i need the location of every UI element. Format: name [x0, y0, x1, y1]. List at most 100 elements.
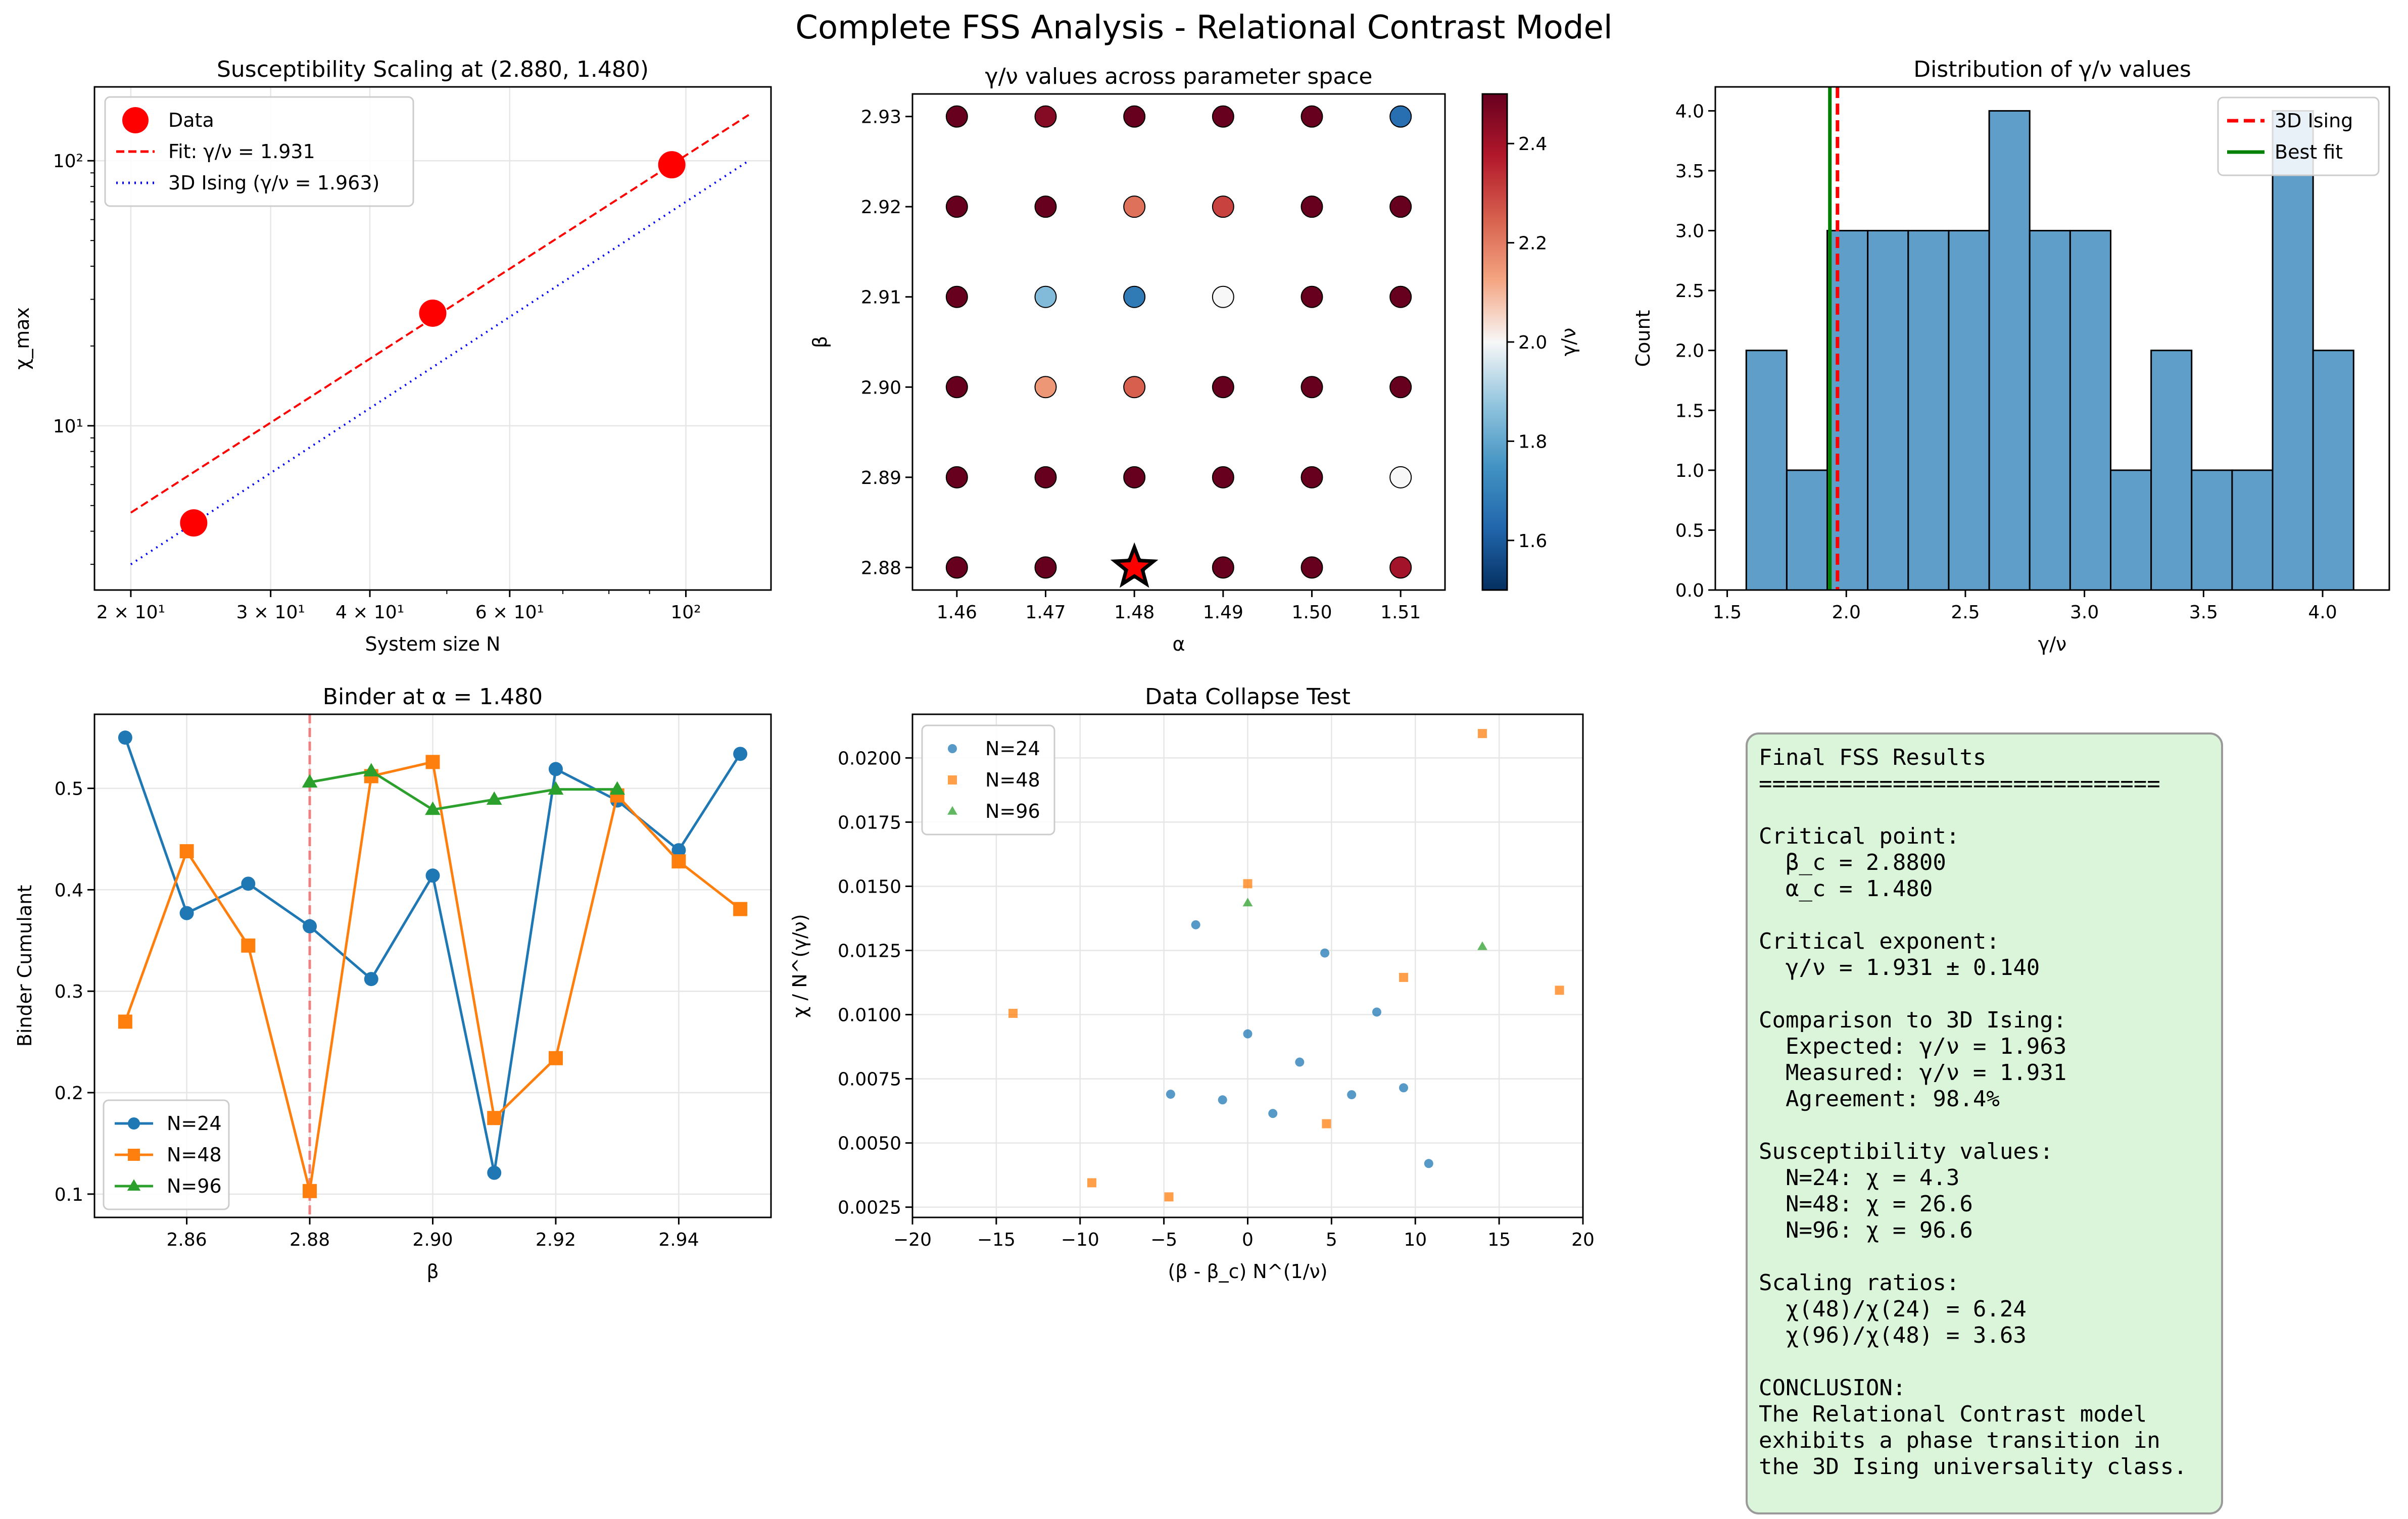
- colorbar-tick-label: 2.2: [1518, 233, 1547, 254]
- distribution-bar: [2231, 469, 2274, 591]
- results-box: Final FSS Results ======================…: [1746, 732, 2223, 1514]
- parameter-space-xtick-label: 1.50: [1291, 602, 1332, 623]
- susceptibility-xtick-label: 10²: [670, 602, 701, 623]
- parameter-space-point: [1123, 376, 1146, 399]
- binder-point: [671, 843, 686, 858]
- parameter-space-point: [1034, 285, 1057, 308]
- susceptibility-legend-box: [104, 96, 414, 207]
- susceptibility-xtick-label: 2 × 10¹: [97, 602, 165, 623]
- parameter-space-point: [1212, 466, 1234, 488]
- binder-series-line: [309, 769, 617, 811]
- parameter-space-point: [1212, 285, 1234, 308]
- distribution-ytick-label: 1.0: [1675, 461, 1704, 481]
- parameter-space-point: [1034, 556, 1057, 579]
- susceptibility-xtick-label: 4 × 10¹: [335, 602, 404, 623]
- collapse-xtick-label: −5: [1150, 1230, 1177, 1250]
- distribution-bar: [2312, 350, 2354, 591]
- collapse-xtick-label: 15: [1487, 1230, 1511, 1250]
- binder-xtick-label: 2.92: [536, 1230, 576, 1250]
- binder-point: [364, 972, 378, 987]
- parameter-space-xlabel: α: [1172, 633, 1185, 655]
- parameter-space-point: [1389, 105, 1412, 128]
- parameter-space-point: [1212, 376, 1234, 399]
- collapse-legend-label: N=96: [985, 800, 1040, 822]
- distribution-ytick-label: 4.0: [1675, 101, 1704, 122]
- collapse-legend-marker: [948, 744, 957, 753]
- binder-point: [548, 781, 564, 795]
- collapse-ytick-label: 0.0200: [838, 748, 901, 769]
- distribution-xtick-label: 2.0: [1832, 602, 1861, 623]
- distribution-bar: [1867, 230, 1909, 591]
- distribution-legend-label: Best fit: [2275, 141, 2343, 163]
- distribution-ylabel: Count: [1632, 310, 1654, 367]
- collapse-title: Data Collapse Test: [1145, 684, 1351, 710]
- binder-ytick-label: 0.3: [55, 982, 83, 1002]
- collapse-ytick-label: 0.0100: [838, 1005, 901, 1026]
- colorbar: [1481, 93, 1508, 591]
- parameter-space-ytick-label: 2.92: [861, 197, 901, 218]
- susceptibility-legend-label: 3D Ising (γ/ν = 1.963): [168, 172, 379, 194]
- binder-point: [425, 755, 440, 769]
- susceptibility-xlabel: System size N: [365, 633, 501, 655]
- parameter-space-point: [1301, 376, 1323, 399]
- susceptibility-frame: [93, 86, 772, 591]
- collapse-legend-marker: [947, 806, 957, 815]
- parameter-space-point: [1123, 195, 1146, 218]
- collapse-xtick-label: −20: [893, 1230, 932, 1250]
- parameter-space-point: [945, 105, 968, 128]
- distribution-xtick-label: 4.0: [2308, 602, 2337, 623]
- binder-point: [241, 876, 256, 891]
- distribution-frame: [1714, 86, 2390, 591]
- collapse-point: [1372, 1007, 1381, 1017]
- binder-point: [118, 730, 132, 745]
- binder-title: Binder at α = 1.480: [323, 684, 543, 710]
- parameter-space-point: [945, 285, 968, 308]
- binder-point: [548, 762, 563, 776]
- binder-xtick-label: 2.90: [412, 1230, 453, 1250]
- susceptibility-data-point: [419, 299, 447, 327]
- parameter-space-xtick-label: 1.47: [1025, 602, 1066, 623]
- distribution-ytick-label: 0.5: [1675, 520, 1704, 541]
- binder-point: [487, 1111, 502, 1125]
- collapse-ytick-label: 0.0025: [838, 1198, 901, 1218]
- binder-legend-marker: [128, 1149, 140, 1161]
- binder-point: [241, 938, 256, 953]
- parameter-space-ytick-label: 2.90: [861, 377, 901, 398]
- collapse-point: [1191, 920, 1200, 929]
- distribution-xlabel: γ/ν: [2038, 633, 2067, 655]
- collapse-point: [1555, 986, 1564, 995]
- collapse-point: [1008, 1009, 1018, 1018]
- collapse-xtick-label: 5: [1326, 1230, 1337, 1250]
- parameter-space-point: [1212, 195, 1234, 218]
- distribution-xtick-label: 3.0: [2070, 602, 2099, 623]
- distribution-bar: [1948, 230, 1990, 591]
- collapse-point: [1477, 941, 1487, 950]
- collapse-xtick-label: 0: [1242, 1230, 1254, 1250]
- distribution-bar: [1786, 469, 1828, 591]
- distribution-xtick-label: 1.5: [1713, 602, 1742, 623]
- figure-title: Complete FSS Analysis - Relational Contr…: [795, 9, 1612, 46]
- distribution-ytick-label: 2.5: [1675, 281, 1704, 302]
- parameter-space-xtick-label: 1.46: [937, 602, 977, 623]
- binder-legend-marker: [127, 1179, 141, 1191]
- binder-point: [609, 781, 625, 795]
- binder-ytick-label: 0.4: [55, 880, 83, 901]
- susceptibility-title: Susceptibility Scaling at (2.880, 1.480): [217, 57, 649, 82]
- parameter-space-best-star: [1110, 542, 1159, 588]
- susceptibility-data-point: [658, 151, 686, 179]
- parameter-space-point: [1034, 195, 1057, 218]
- parameter-space-point: [1123, 285, 1146, 308]
- collapse-legend-marker: [948, 775, 957, 785]
- colorbar-tick-label: 2.4: [1518, 134, 1547, 155]
- collapse-legend-box: [921, 724, 1055, 836]
- parameter-space-point: [1301, 285, 1323, 308]
- parameter-space-point: [1034, 376, 1057, 399]
- susceptibility-legend-label: Fit: γ/ν = 1.931: [168, 140, 315, 163]
- distribution-axes: Distribution of γ/ν values γ/ν Count 1.5 2.0…: [1632, 57, 2390, 655]
- collapse-ylabel: χ / N^(γ/ν): [789, 914, 811, 1017]
- parameter-space-point: [1123, 105, 1146, 128]
- binder-point: [425, 868, 440, 883]
- collapse-point: [1166, 1090, 1175, 1099]
- parameter-space-point: [1301, 466, 1323, 488]
- colorbar-tick-label: 2.0: [1518, 332, 1547, 353]
